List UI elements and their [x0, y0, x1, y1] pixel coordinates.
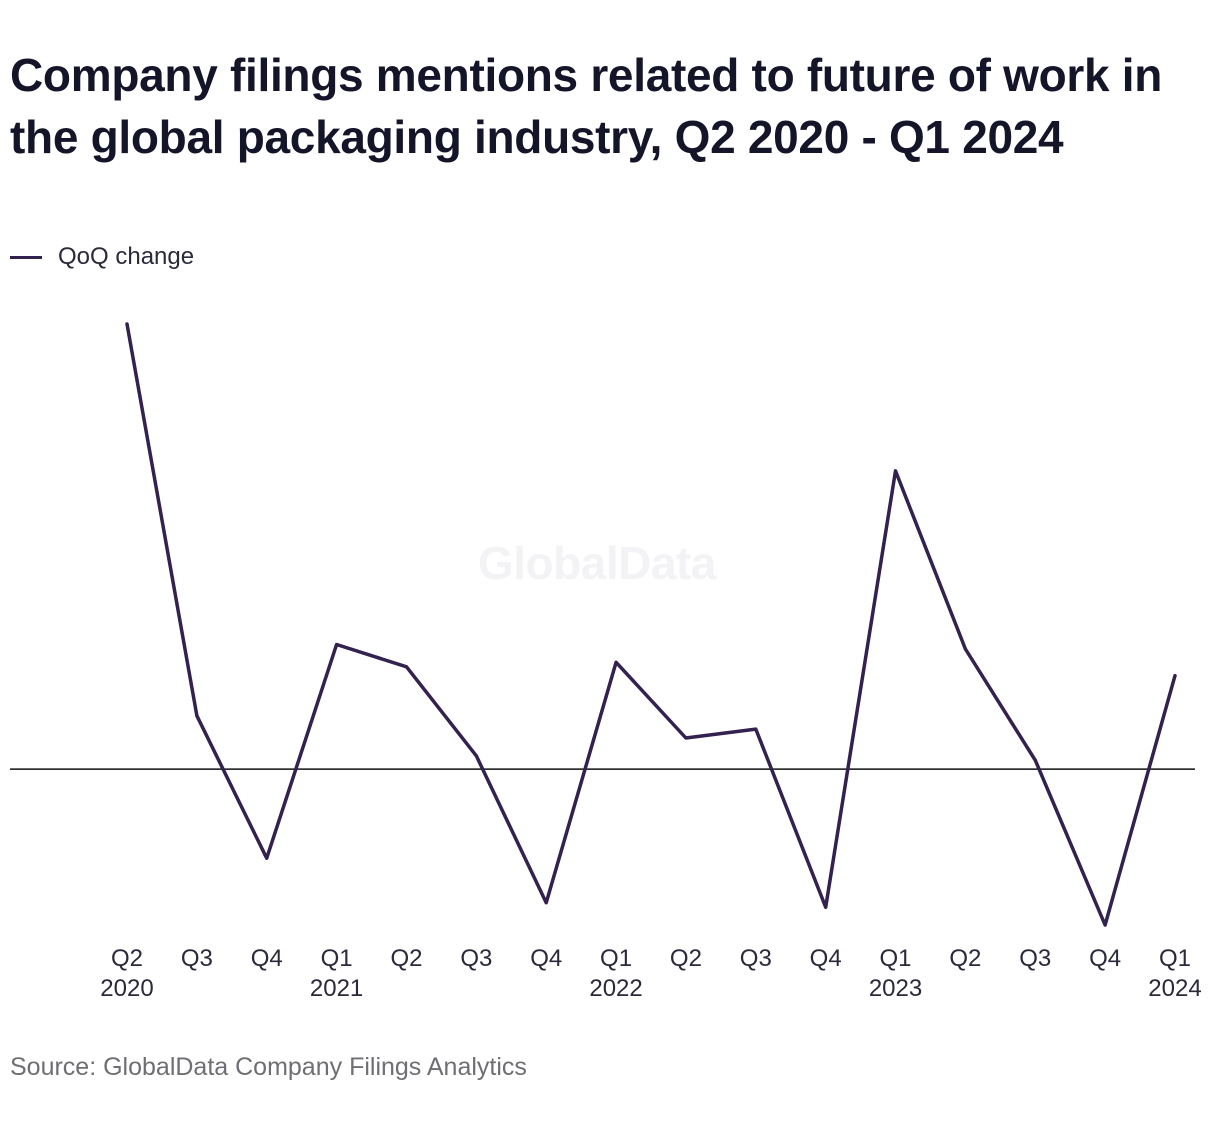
data-point	[754, 727, 758, 731]
x-tick-label: Q1	[600, 945, 632, 972]
data-point	[1033, 758, 1037, 762]
x-tick-label: Q3	[740, 945, 772, 972]
chart-title: Company filings mentions related to futu…	[10, 49, 1163, 163]
data-point	[544, 901, 548, 905]
x-tick-year-label: 2023	[869, 975, 922, 1002]
x-tick-label: Q2	[670, 945, 702, 972]
data-point	[265, 856, 269, 860]
legend: QoQ change	[10, 242, 194, 272]
data-point	[1103, 923, 1107, 927]
data-point	[1173, 674, 1177, 678]
data-point	[404, 665, 408, 669]
x-tick-label: Q3	[460, 945, 492, 972]
series-line-qoq-change	[125, 322, 1177, 927]
watermark-logo: GlobalData	[478, 537, 716, 589]
legend-label: QoQ change	[58, 243, 195, 270]
data-point	[824, 905, 828, 909]
x-tick-label: Q1	[321, 945, 353, 972]
x-tick-label: Q1	[880, 945, 912, 972]
x-tick-label: Q4	[810, 945, 842, 972]
x-tick-year-label: 2021	[310, 975, 363, 1002]
data-point	[335, 643, 339, 647]
data-point	[684, 736, 688, 740]
x-tick-label: Q4	[1089, 945, 1121, 972]
x-tick-label: Q2	[111, 945, 143, 972]
data-point	[963, 647, 967, 651]
x-tick-label: Q2	[390, 945, 422, 972]
data-point	[195, 714, 199, 718]
x-tick-label: Q4	[251, 945, 283, 972]
x-tick-label: Q3	[1019, 945, 1051, 972]
source-note: Source: GlobalData Company Filings Analy…	[10, 1053, 527, 1081]
data-point	[474, 754, 478, 758]
x-tick-label: Q1	[1159, 945, 1191, 972]
data-point	[614, 660, 618, 664]
data-point	[894, 469, 898, 473]
data-point	[125, 322, 129, 326]
x-tick-year-label: 2020	[100, 975, 153, 1002]
x-tick-label: Q4	[530, 945, 562, 972]
x-tick-year-label: 2024	[1148, 975, 1201, 1002]
x-tick-label: Q2	[949, 945, 981, 972]
x-tick-label: Q3	[181, 945, 213, 972]
legend-line-swatch	[10, 255, 42, 259]
x-tick-year-label: 2022	[589, 975, 642, 1002]
